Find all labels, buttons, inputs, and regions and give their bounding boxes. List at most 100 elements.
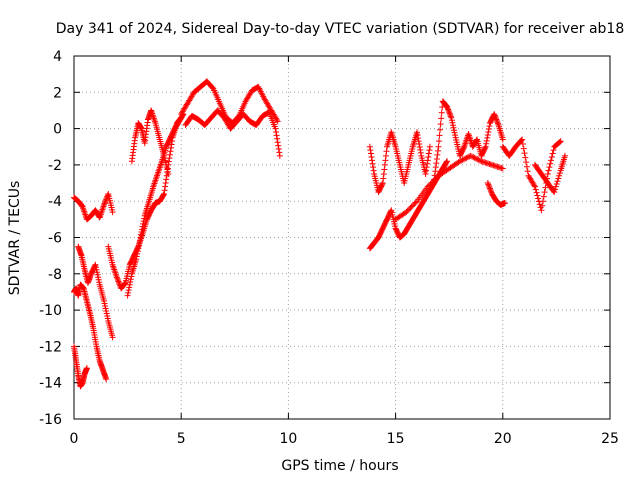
- data-point: [273, 132, 280, 139]
- data-point: [438, 109, 445, 116]
- data-point: [165, 158, 172, 165]
- y-tick-label: -16: [39, 412, 62, 428]
- data-point: [482, 144, 489, 151]
- data-point: [532, 186, 539, 193]
- data-point: [414, 132, 421, 139]
- data-point: [486, 184, 493, 191]
- data-point: [434, 151, 441, 158]
- data-point: [407, 205, 414, 212]
- data-point: [485, 126, 492, 133]
- data-point: [415, 135, 422, 142]
- data-point: [535, 195, 542, 202]
- data-point: [127, 278, 134, 285]
- data-point: [555, 175, 562, 182]
- data-point: [488, 188, 495, 195]
- data-point: [446, 110, 453, 117]
- data-point: [424, 157, 431, 164]
- data-point: [165, 170, 172, 177]
- data-point: [140, 220, 147, 227]
- y-tick-label: 0: [53, 122, 62, 138]
- data-point: [551, 189, 558, 196]
- data-point: [431, 172, 438, 179]
- data-point: [556, 170, 563, 177]
- data-point: [539, 202, 546, 209]
- data-point: [541, 189, 548, 196]
- data-point: [380, 170, 387, 177]
- data-point: [422, 170, 429, 177]
- data-point: [548, 153, 555, 160]
- data-point: [468, 153, 475, 160]
- data-point: [427, 180, 434, 187]
- data-point: [127, 276, 134, 283]
- data-point: [162, 183, 169, 190]
- data-point: [540, 193, 547, 200]
- data-point: [404, 207, 411, 214]
- data-point: [518, 137, 525, 144]
- data-point: [482, 143, 489, 150]
- data-points: [71, 78, 568, 390]
- data-point: [523, 159, 530, 166]
- data-point: [471, 154, 478, 161]
- data-point: [114, 277, 121, 284]
- data-point: [381, 166, 388, 173]
- data-point: [104, 192, 111, 199]
- data-point: [276, 152, 283, 159]
- data-point: [501, 200, 508, 207]
- data-point: [141, 215, 148, 222]
- data-point: [531, 182, 538, 189]
- data-point: [494, 119, 501, 126]
- data-point: [492, 115, 499, 122]
- data-point: [160, 191, 167, 198]
- x-tick-label: 20: [494, 431, 512, 447]
- data-point: [115, 278, 122, 285]
- data-point: [125, 289, 132, 296]
- data-point: [432, 164, 439, 171]
- data-point: [424, 183, 431, 190]
- data-point: [493, 116, 500, 123]
- data-point: [552, 186, 559, 193]
- data-point: [274, 139, 281, 146]
- data-point: [556, 172, 563, 179]
- data-point: [484, 180, 491, 187]
- y-tick-label: -4: [48, 194, 62, 210]
- data-point: [533, 189, 540, 196]
- data-point: [434, 147, 441, 154]
- data-point: [140, 218, 147, 225]
- data-point: [520, 145, 527, 152]
- data-point: [410, 202, 417, 209]
- data-point: [435, 143, 442, 150]
- data-point: [433, 160, 440, 167]
- data-point: [523, 163, 530, 170]
- data-point: [91, 262, 98, 269]
- data-point: [139, 226, 146, 233]
- data-point: [135, 245, 142, 252]
- data-point: [493, 117, 500, 124]
- data-point: [486, 123, 493, 130]
- data-point: [415, 138, 422, 145]
- data-point: [473, 137, 480, 144]
- data-point: [425, 153, 432, 160]
- data-point: [379, 180, 386, 187]
- data-point: [125, 287, 132, 294]
- data-point: [417, 146, 424, 153]
- data-point: [483, 137, 490, 144]
- data-point: [408, 203, 415, 210]
- data-point: [499, 136, 506, 143]
- data-point: [486, 185, 493, 192]
- data-point: [368, 153, 375, 160]
- data-point: [162, 180, 169, 187]
- data-point: [135, 242, 142, 249]
- data-point: [433, 156, 440, 163]
- data-point: [273, 129, 280, 136]
- data-point: [109, 334, 116, 341]
- data-point: [416, 141, 423, 148]
- data-point: [161, 190, 168, 197]
- data-point: [382, 157, 389, 164]
- data-point: [128, 273, 135, 280]
- y-tick-label: -10: [39, 303, 62, 319]
- data-point: [540, 198, 546, 205]
- data-point: [423, 167, 430, 174]
- data-point: [383, 148, 390, 155]
- data-point: [101, 201, 108, 208]
